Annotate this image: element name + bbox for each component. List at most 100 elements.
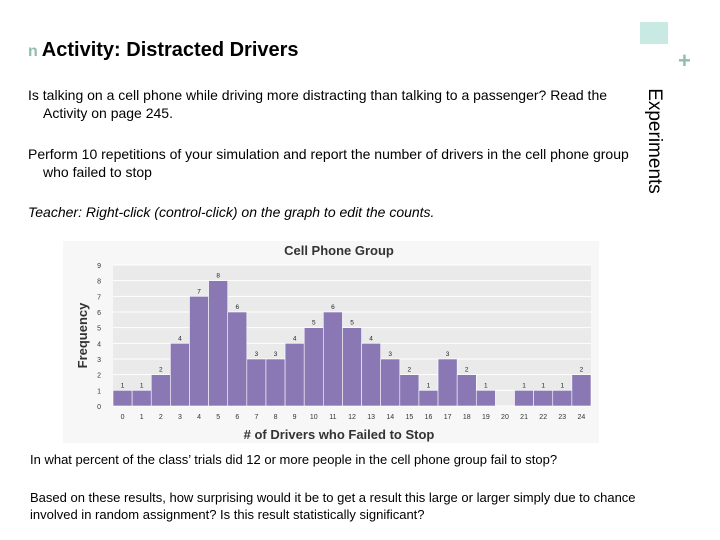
- paragraph-1: Is talking on a cell phone while driving…: [28, 87, 608, 121]
- y-tick-label: 4: [97, 341, 101, 348]
- section-label-text: Experiments: [644, 88, 666, 194]
- bar: [323, 311, 343, 407]
- x-tick-label: 8: [274, 414, 278, 421]
- bar-data-label: 4: [293, 335, 297, 342]
- bar: [380, 358, 401, 407]
- bar-data-label: 4: [369, 335, 373, 342]
- slide-title-text: Activity: Distracted Drivers: [41, 39, 299, 61]
- bar-data-label: 1: [427, 382, 431, 389]
- x-tick-label: 16: [425, 414, 433, 421]
- x-tick-label: 11: [329, 414, 336, 421]
- chart-svg[interactable]: 0123456789101122437485663738495106115124…: [63, 241, 599, 443]
- x-tick-label: 10: [310, 414, 318, 421]
- y-tick-label: 0: [97, 404, 101, 411]
- frequency-chart[interactable]: 0 1 2 3 4 5 6 7 8 9 1 0 1 1 2 2 4 3 7 4 8 5 6 6 3 7 3 8 4 9 5 10 6 11 5 12 4…: [63, 241, 599, 443]
- x-tick-label: 6: [235, 414, 239, 421]
- bar: [342, 327, 362, 407]
- bar: [361, 343, 381, 407]
- bar: [170, 343, 190, 407]
- x-tick-label: 18: [463, 414, 471, 421]
- x-tick-label: 22: [539, 414, 547, 421]
- x-tick-label: 20: [501, 414, 509, 421]
- y-tick-label: 2: [97, 373, 101, 380]
- bar: [552, 390, 573, 407]
- bar-data-label: 6: [235, 304, 239, 311]
- bar-data-label: 3: [255, 351, 259, 358]
- bar-data-label: 1: [522, 382, 526, 389]
- bar: [533, 390, 554, 407]
- bar-data-label: 1: [484, 382, 488, 389]
- y-tick-label: 6: [97, 310, 101, 317]
- bar: [571, 374, 592, 407]
- x-tick-label: 17: [444, 414, 452, 421]
- bar: [284, 343, 305, 407]
- x-tick-label: 13: [367, 414, 375, 421]
- bar-data-label: 3: [446, 351, 450, 358]
- x-tick-label: 15: [405, 414, 413, 421]
- bar-data-label: 3: [388, 351, 392, 358]
- x-tick-label: 0: [121, 414, 125, 421]
- bar: [514, 390, 534, 407]
- bar: [265, 358, 286, 407]
- bar: [112, 390, 133, 407]
- y-axis-label: Frequency: [75, 302, 90, 369]
- chart-title: Cell Phone Group: [284, 243, 394, 258]
- y-tick-label: 9: [97, 263, 101, 270]
- slide-title: n Activity: Distracted Drivers: [28, 36, 299, 66]
- x-tick-label: 19: [482, 414, 490, 421]
- bullet-icon: n: [28, 43, 38, 60]
- plus-icon: +: [678, 48, 691, 73]
- bar-data-label: 6: [331, 304, 335, 311]
- bar: [303, 327, 324, 407]
- x-tick-label: 21: [520, 414, 528, 421]
- bar-data-label: 3: [274, 351, 278, 358]
- paragraph-2: Perform 10 repetitions of your simulatio…: [28, 146, 629, 180]
- teacher-note: Teacher: Right-click (control-click) on …: [28, 204, 435, 220]
- y-tick-label: 7: [97, 294, 101, 301]
- bar-data-label: 2: [159, 367, 163, 374]
- bar: [437, 358, 458, 407]
- x-tick-label: 23: [558, 414, 566, 421]
- x-tick-label: 4: [197, 414, 201, 421]
- bar-data-label: 2: [408, 367, 412, 374]
- accent-box: [640, 22, 668, 44]
- x-tick-label: 1: [140, 414, 144, 421]
- question-text: In what percent of the class’ trials did…: [30, 452, 558, 467]
- bar: [227, 311, 248, 407]
- bar-data-label: 1: [541, 382, 545, 389]
- bar: [131, 390, 152, 407]
- x-tick-label: 24: [578, 414, 586, 421]
- y-tick-label: 8: [97, 279, 101, 286]
- section-label: Experiments: [640, 80, 668, 202]
- x-tick-label: 12: [348, 414, 356, 421]
- bar-data-label: 1: [561, 382, 565, 389]
- y-tick-label: 3: [97, 357, 101, 364]
- bar: [418, 390, 439, 407]
- bar-data-label: 4: [178, 335, 182, 342]
- followup-text: Based on these results, how surprising w…: [30, 490, 636, 522]
- x-tick-label: 9: [293, 414, 297, 421]
- bar: [189, 296, 209, 407]
- bar-data-label: 5: [350, 320, 354, 327]
- x-tick-label: 7: [254, 414, 258, 421]
- x-axis-label: # of Drivers who Failed to Stop: [244, 427, 435, 442]
- bar: [208, 280, 229, 407]
- bar-data-label: 1: [140, 382, 144, 389]
- y-tick-label: 1: [97, 388, 101, 395]
- bar-data-label: 1: [121, 382, 125, 389]
- x-tick-label: 14: [386, 414, 394, 421]
- bar: [456, 374, 477, 407]
- bar: [246, 358, 267, 407]
- bar-data-label: 5: [312, 320, 316, 327]
- y-tick-label: 5: [97, 326, 101, 333]
- bar-data-label: 2: [580, 367, 584, 374]
- bar-data-label: 7: [197, 288, 201, 295]
- bar: [475, 390, 496, 407]
- x-tick-label: 5: [216, 414, 220, 421]
- x-tick-label: 3: [178, 414, 182, 421]
- x-tick-label: 2: [159, 414, 163, 421]
- bar: [399, 374, 420, 407]
- bar-data-label: 2: [465, 367, 469, 374]
- bar: [150, 374, 171, 407]
- bar-data-label: 8: [216, 273, 220, 280]
